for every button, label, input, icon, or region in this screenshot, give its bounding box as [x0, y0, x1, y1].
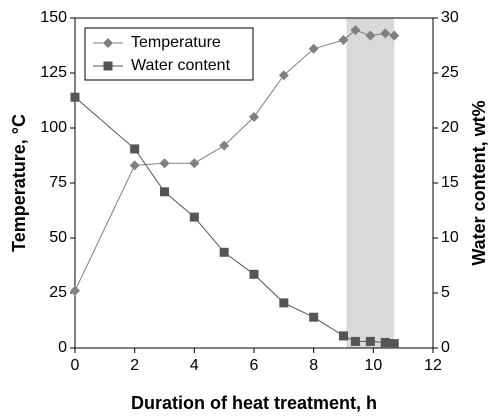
legend-marker: [103, 38, 113, 48]
data-point: [308, 43, 319, 54]
y-tick-label: 150: [40, 9, 67, 26]
data-point: [279, 298, 289, 308]
x-tick-label: 6: [250, 357, 259, 374]
y2-tick-label: 10: [441, 229, 459, 246]
x-tick-label: 4: [190, 357, 199, 374]
y-tick-label: 25: [49, 284, 67, 301]
y2-tick-label: 15: [441, 174, 459, 191]
data-point: [350, 336, 360, 346]
data-point: [309, 312, 319, 322]
data-point: [350, 25, 361, 36]
data-point: [380, 338, 390, 347]
y2-tick-label: 0: [441, 339, 450, 356]
data-point: [278, 70, 289, 81]
data-point: [338, 35, 349, 45]
y2-axis-label: Water content, wt%: [469, 100, 489, 265]
data-point: [365, 30, 376, 41]
data-point: [219, 247, 229, 257]
y-axis-label: Temperature, °C: [9, 114, 29, 252]
x-tick-label: 2: [130, 357, 139, 374]
data-point: [159, 158, 170, 169]
y-tick-label: 50: [49, 229, 67, 246]
x-tick-label: 10: [364, 357, 382, 374]
shaded-region: [346, 18, 395, 348]
y-tick-label: 125: [40, 64, 67, 81]
data-point: [389, 339, 399, 349]
data-point: [129, 160, 140, 171]
x-axis-label: Duration of heat treatment, h: [131, 393, 377, 413]
y2-tick-label: 5: [441, 284, 450, 301]
x-tick-label: 12: [424, 357, 442, 374]
legend-marker: [103, 61, 113, 71]
data-point: [70, 92, 80, 102]
y-tick-label: 100: [40, 119, 67, 136]
data-point: [189, 158, 200, 169]
legend-label: Water content: [131, 57, 231, 74]
data-point: [219, 140, 230, 151]
y2-tick-label: 25: [441, 64, 459, 81]
data-point: [389, 30, 400, 41]
y2-tick-label: 30: [441, 9, 459, 26]
data-point: [70, 285, 80, 296]
data-point: [130, 144, 140, 154]
legend-label: Temperature: [131, 34, 221, 51]
data-point: [339, 331, 348, 341]
legend-box: [84, 27, 254, 81]
data-point: [249, 112, 259, 122]
data-point: [160, 187, 169, 197]
data-point: [380, 28, 391, 39]
y2-tick-label: 20: [441, 119, 459, 136]
y-tick-label: 0: [58, 339, 67, 356]
data-point: [249, 269, 259, 279]
x-tick-label: 0: [71, 357, 80, 374]
series-line: [74, 96, 395, 345]
data-point: [365, 336, 375, 346]
data-point: [189, 212, 199, 222]
y-tick-label: 75: [49, 174, 67, 191]
x-tick-label: 8: [309, 357, 318, 374]
